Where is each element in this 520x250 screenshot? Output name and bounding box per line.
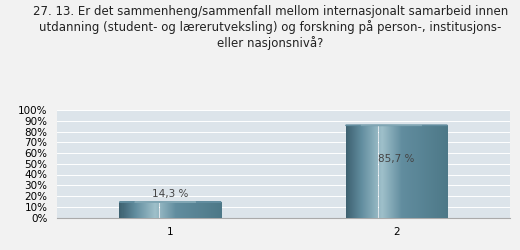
Text: 14,3 %: 14,3 % [152,189,188,199]
Text: 85,7 %: 85,7 % [379,154,414,164]
Text: 27. 13. Er det sammenheng/sammenfall mellom internasjonalt samarbeid innen
utdan: 27. 13. Er det sammenheng/sammenfall mel… [33,5,508,50]
